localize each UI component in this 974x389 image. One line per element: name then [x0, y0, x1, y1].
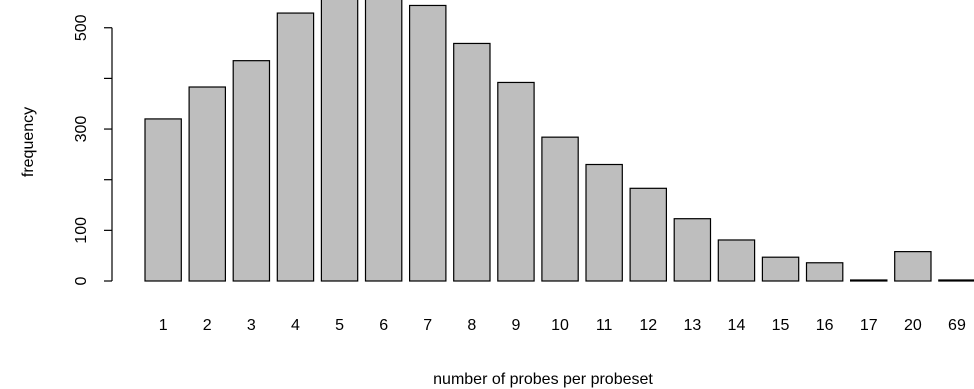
bar-4 — [276, 12, 315, 282]
x-axis-label: number of probes per probeset — [433, 371, 653, 388]
y-tick-label: 500 — [73, 14, 90, 41]
bar-3 — [232, 60, 271, 282]
bar-8 — [453, 42, 491, 282]
x-tick-label: 15 — [772, 317, 790, 334]
bar-14 — [717, 239, 756, 282]
bar-13 — [673, 218, 712, 282]
x-tick-label: 17 — [860, 317, 878, 334]
y-tick-label: 100 — [73, 217, 90, 244]
x-tick-label: 20 — [904, 317, 922, 334]
y-tick-label: 0 — [73, 276, 90, 285]
bar-69 — [938, 279, 974, 282]
bar-17 — [849, 279, 888, 282]
bar-15 — [761, 256, 800, 282]
bar-10 — [541, 136, 579, 282]
y-axis-label: frequency — [20, 107, 37, 177]
y-axis: 0 100 300 500 — [73, 14, 113, 285]
x-tick-label: 13 — [683, 317, 701, 334]
bar-12 — [629, 187, 667, 282]
y-tick-label: 300 — [73, 116, 90, 143]
x-tick-label: 3 — [247, 317, 256, 334]
x-tick-label: 6 — [379, 317, 388, 334]
bar-7 — [409, 4, 447, 282]
x-tick-label: 1 — [159, 317, 168, 334]
x-tick-label: 16 — [816, 317, 834, 334]
bar-16 — [805, 262, 844, 282]
bar-11 — [585, 163, 623, 282]
x-tick-label: 8 — [467, 317, 476, 334]
x-tick-label: 14 — [728, 317, 746, 334]
x-tick-label: 10 — [551, 317, 569, 334]
x-tick-label: 5 — [335, 317, 344, 334]
x-tick-label: 9 — [511, 317, 520, 334]
bar-6 — [364, 0, 403, 282]
bar-5 — [320, 0, 359, 282]
bar-2 — [188, 86, 227, 282]
bar-20 — [894, 251, 932, 282]
x-tick-label: 4 — [291, 317, 300, 334]
bars-group — [144, 0, 974, 282]
bar-9 — [497, 81, 535, 282]
x-tick-label: 12 — [639, 317, 657, 334]
x-tick-labels: 1 2 3 4 5 6 7 8 9 10 11 12 13 14 15 16 17 20 69 — [159, 317, 966, 334]
bar-1 — [144, 118, 182, 282]
x-tick-label: 7 — [423, 317, 432, 334]
x-tick-label: 69 — [948, 317, 966, 334]
x-tick-label: 11 — [596, 317, 613, 334]
x-tick-label: 2 — [203, 317, 212, 334]
